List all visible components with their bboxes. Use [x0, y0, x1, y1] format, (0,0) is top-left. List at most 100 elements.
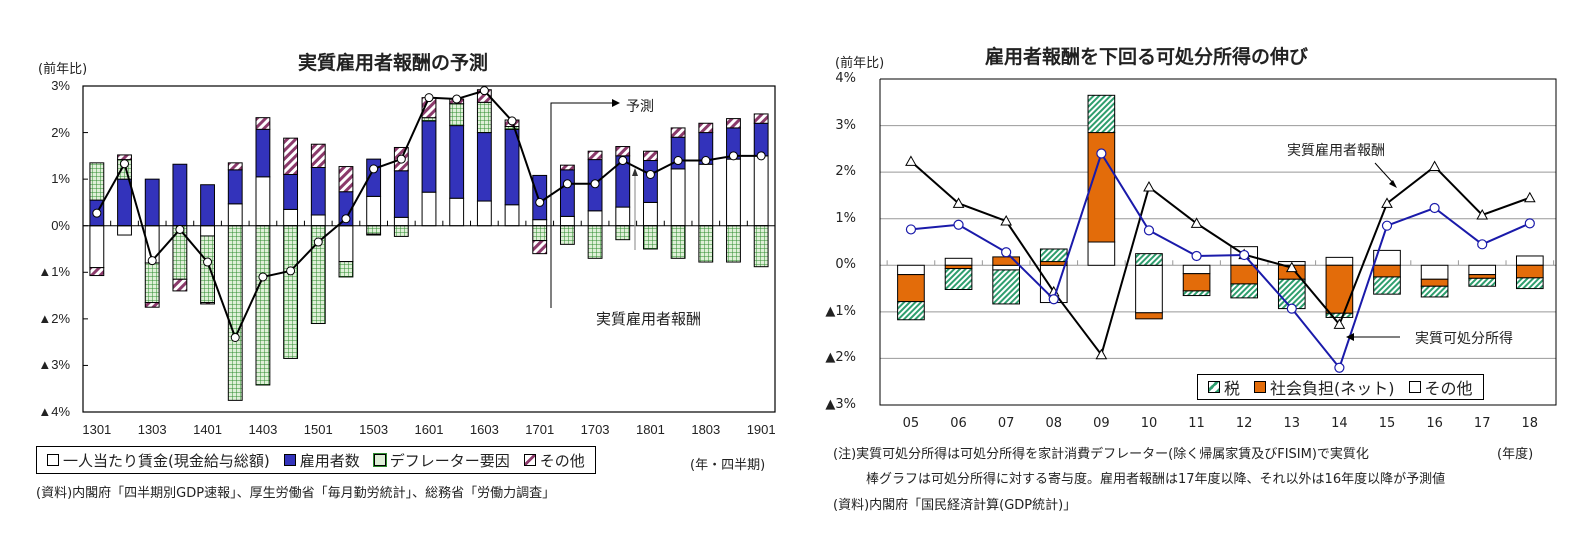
left-ytick: 0%: [51, 217, 70, 233]
left-source: (資料)内閣府「四半期別GDP速報」、厚生労働省「毎月勤労統計」、総務省「労働力…: [36, 486, 556, 501]
left-line-point: [341, 214, 351, 224]
bar-social: [1373, 264, 1401, 278]
right-ytick: ▲1%: [825, 303, 856, 319]
bar-other: [559, 164, 575, 171]
left-chart-title: 実質雇用者報酬の予測: [298, 52, 489, 74]
bar-other: [200, 302, 215, 305]
left-line-point: [479, 86, 489, 96]
left-line-point: [618, 156, 628, 166]
left-line-point: [230, 332, 240, 342]
bar-other-right: [1515, 255, 1544, 266]
left-ytick: 3%: [51, 78, 70, 93]
right-note-3: (資料)内閣府「国民経済計算(GDP統計)」: [833, 498, 1077, 513]
left-line-point: [701, 156, 711, 166]
left-line-point: [313, 237, 323, 247]
bar-other-right: [1325, 256, 1354, 266]
right-line-disposable-income-point: [1334, 362, 1345, 373]
left-line-point: [286, 266, 296, 276]
left-line-point: [562, 179, 572, 189]
right-xtick: 14: [1331, 416, 1348, 431]
left-line-point: [258, 272, 268, 282]
forecast-marker: [550, 99, 638, 308]
bar-tax: [944, 268, 973, 291]
legend-item-social: 社会負担(ネット): [1254, 375, 1395, 399]
annotation-arrows: [1346, 162, 1400, 341]
right-line-employee-comp-point: [1333, 318, 1346, 329]
left-x-unit: (年・四半期): [690, 458, 766, 473]
bar-other: [255, 117, 271, 130]
left-line-point: [396, 154, 406, 164]
right-line-disposable-income-point: [1429, 202, 1440, 214]
bar-tax: [1230, 283, 1259, 299]
left-xtick: 1701: [525, 422, 555, 437]
right-line-disposable-income-point: [1286, 303, 1297, 314]
bar-tax: [1087, 94, 1116, 134]
bar-social: [897, 274, 925, 303]
bar-other-right: [1087, 241, 1116, 266]
right-line-disposable-income-point: [1239, 249, 1250, 261]
right-line-employee-comp-point: [1190, 217, 1203, 228]
left-line-point: [673, 156, 683, 166]
right-line-employee-comp-point: [1476, 208, 1489, 220]
left-xtick: 1703: [580, 422, 610, 437]
right-xtick: 06: [950, 416, 967, 431]
right-ytick: 2%: [835, 164, 856, 180]
bar-tax: [1373, 276, 1401, 295]
right-line-employee-comp: [910, 160, 1531, 357]
right-xtick: 10: [1140, 416, 1158, 431]
left-xtick: 1901: [746, 422, 776, 437]
left-line-point: [452, 94, 462, 104]
bar-deflator: [338, 261, 354, 278]
left-ytick: ▲1%: [38, 264, 70, 280]
bar-other-right: [897, 264, 925, 276]
left-xtick: 1801: [635, 422, 665, 437]
legend-item-deflator: デフレーター要因: [372, 450, 510, 471]
right-xtick: 13: [1283, 416, 1301, 431]
right-xtick: 11: [1188, 416, 1205, 431]
bar-other: [227, 162, 243, 171]
left-line-point: [756, 151, 766, 161]
bar-tax: [1325, 312, 1354, 318]
right-line-disposable-income-point: [1524, 218, 1535, 229]
bar-social: [1515, 264, 1544, 279]
right-ytick: ▲2%: [825, 350, 856, 366]
right-note-1: (注)実質可処分所得は可処分所得を家計消費デフレーター(除く帰属家賃及びFISI…: [833, 447, 1369, 462]
legend-item-other: その他: [523, 450, 585, 471]
right-line-disposable-income-point: [1477, 239, 1488, 250]
right-line-employee-comp-point: [952, 197, 965, 208]
right-xtick: 05: [902, 416, 920, 431]
right-ytick: 4%: [835, 71, 856, 86]
left-y-unit: (前年比): [38, 62, 88, 77]
right-xtick: 08: [1045, 416, 1063, 431]
bar-social: [1230, 264, 1259, 285]
left-line-point: [645, 169, 655, 179]
bar-other: [643, 150, 658, 162]
left-line-point: [535, 197, 545, 207]
left-xtick: 1301: [82, 422, 112, 437]
right-xtick: 17: [1473, 416, 1491, 431]
left-chart-plot: [82, 85, 776, 413]
right-ytick: 3%: [835, 117, 856, 133]
bar-other: [89, 267, 105, 277]
bar-tax: [1135, 253, 1163, 266]
bar-social: [1135, 312, 1163, 320]
legend-item-employees: 雇用者数: [283, 450, 360, 471]
bar-tax: [1468, 277, 1497, 287]
bar-other: [338, 166, 354, 193]
left-line-point: [507, 116, 517, 126]
right-xtick: 09: [1093, 416, 1110, 431]
right-xtick: 12: [1235, 416, 1253, 431]
left-ytick: ▲4%: [38, 404, 70, 419]
right-disp-label: 実質可処分所得: [1415, 331, 1513, 347]
bar-other: [172, 278, 188, 292]
right-y-unit: (前年比): [835, 56, 885, 71]
right-ytick: 1%: [835, 210, 856, 226]
left-line-label: 実質雇用者報酬: [596, 310, 702, 328]
bar-social: [1182, 273, 1211, 292]
left-line-point: [424, 93, 434, 103]
legend-item-tax: 税: [1208, 375, 1240, 399]
right-line-disposable-income-point: [1191, 250, 1202, 262]
right-line-employee-comp-point: [1095, 348, 1108, 360]
bar-other-right: [992, 264, 1020, 271]
